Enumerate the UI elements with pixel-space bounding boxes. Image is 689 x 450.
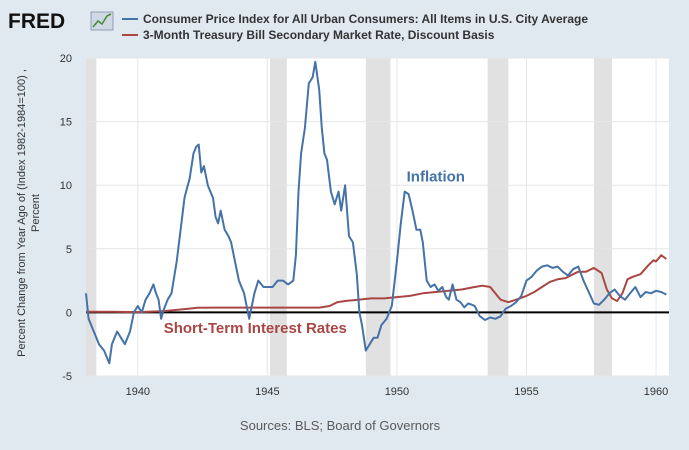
source-note: Sources: BLS; Board of Governors — [240, 418, 441, 433]
y-tick-label: -5 — [62, 371, 72, 383]
y-tick-label: 15 — [60, 117, 72, 129]
series-line-cpi — [85, 60, 667, 365]
y-tick-label: 0 — [66, 307, 72, 319]
x-tick-label: 1945 — [255, 386, 279, 398]
recession-bands — [86, 58, 612, 376]
legend: Consumer Price Index for All Urban Consu… — [122, 12, 588, 42]
recession-band-0 — [86, 58, 97, 376]
gridlines — [86, 57, 669, 377]
series-line-tbill — [86, 254, 667, 314]
x-tick-label: 1940 — [126, 386, 150, 398]
series-lines — [85, 60, 667, 365]
x-tick-label: 1960 — [644, 386, 668, 398]
fred-logo-text: FRED — [8, 10, 65, 33]
fred-logo[interactable]: FRED — [8, 10, 114, 33]
legend-label-tbill: 3-Month Treasury Bill Secondary Market R… — [143, 28, 495, 42]
legend-label-cpi: Consumer Price Index for All Urban Consu… — [143, 12, 588, 26]
recession-band-4 — [593, 58, 612, 376]
x-axis-ticks: 1940 1945 1950 1955 1960 — [126, 386, 669, 398]
x-tick-label: 1950 — [385, 386, 409, 398]
x-tick-label: 1955 — [514, 386, 538, 398]
recession-band-1 — [269, 58, 287, 376]
recession-band-2 — [365, 58, 391, 376]
y-tick-label: 20 — [60, 53, 72, 65]
recession-band-3 — [487, 58, 509, 376]
y-axis-label-line2: Percent — [30, 194, 42, 232]
fred-chart-icon — [90, 11, 114, 31]
y-axis-label-line1: Percent Change from Year Ago of (Index 1… — [16, 69, 28, 357]
annotation-inflation: Inflation — [407, 168, 465, 185]
y-tick-label: 5 — [66, 244, 72, 256]
y-axis-ticks: -5 0 5 10 15 20 — [60, 53, 72, 383]
y-tick-label: 10 — [60, 180, 72, 192]
annotation-short-term-rates: Short-Term Interest Rates — [164, 320, 347, 337]
